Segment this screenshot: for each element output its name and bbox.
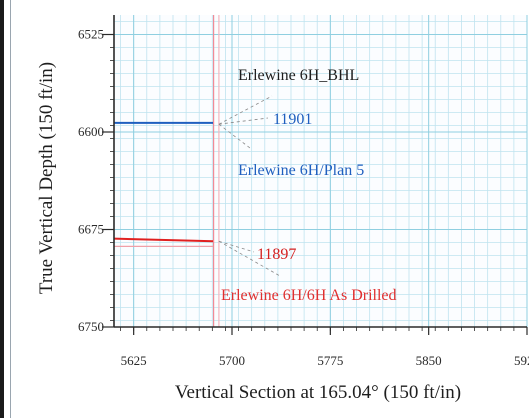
grid-layer — [114, 15, 528, 328]
x-axis-title: Vertical Section at 165.04° (150 ft/in) — [175, 382, 461, 403]
x-tick-label: 5775 — [317, 353, 343, 368]
axis-layer — [102, 15, 528, 335]
annotation-leader-line — [218, 117, 269, 125]
series-layer — [113, 15, 220, 327]
window-frame-edge — [0, 0, 4, 418]
y-tick-label: 6675 — [78, 222, 104, 237]
annotation-leader-line — [218, 123, 251, 149]
x-tick-label: 5700 — [219, 353, 245, 368]
y-tick-label: 6600 — [78, 124, 104, 139]
tick-label-layer: 6525 6600 6675 6750 5625 5700 5775 5850 5925 — [78, 27, 529, 369]
plot-area — [114, 15, 527, 327]
y-axis-title: True Vertical Depth (150 ft/in) — [36, 62, 57, 294]
annotation-bhl-label: Erlewine 6H_BHL — [238, 67, 359, 84]
annotation-plan-label: Erlewine 6H/Plan 5 — [238, 162, 364, 179]
x-tick-label: 5925 — [514, 353, 529, 368]
annotation-plan-md: 11901 — [273, 111, 312, 128]
y-tick-label: 6750 — [78, 319, 104, 334]
annotation-drilled-md: 11897 — [257, 246, 296, 263]
annotation-leader-line — [218, 240, 255, 253]
annotation-drilled-label: Erlewine 6H/6H As Drilled — [221, 287, 397, 304]
y-tick-label: 6525 — [78, 27, 104, 42]
series-line-2 — [113, 237, 214, 243]
x-tick-label: 5850 — [416, 353, 442, 368]
leader-layer — [218, 95, 281, 277]
window-frame-line — [10, 0, 11, 418]
x-tick-label: 5625 — [121, 353, 147, 368]
annotation-leader-line — [218, 95, 273, 125]
